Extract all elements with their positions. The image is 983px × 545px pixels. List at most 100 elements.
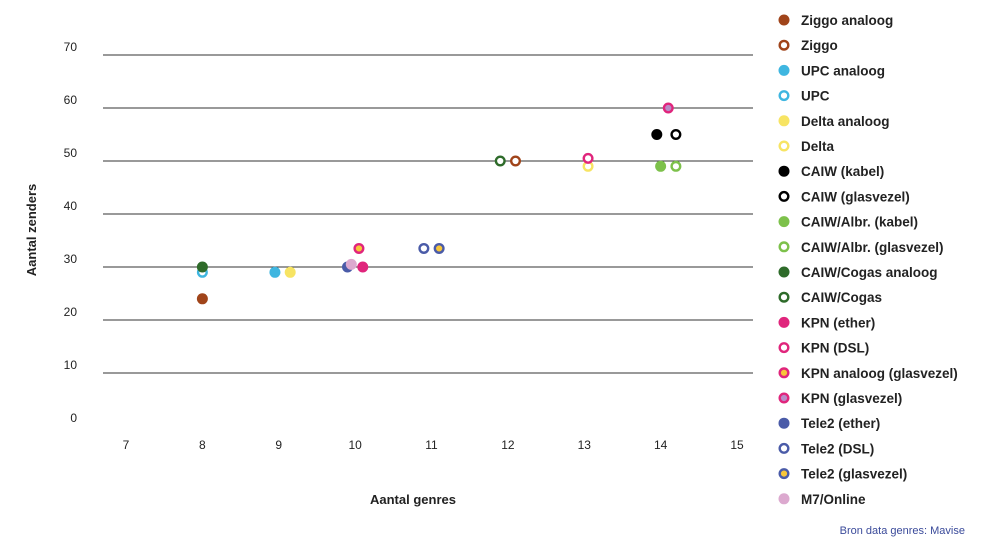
y-axis-ticks: 0 10 20 30 40 50 60 70 bbox=[64, 40, 78, 425]
legend-label: Tele2 (DSL) bbox=[801, 441, 874, 456]
legend-marker bbox=[779, 493, 790, 504]
legend-label: Delta analoog bbox=[801, 114, 890, 129]
legend-label: CAIW/Albr. (glasvezel) bbox=[801, 240, 944, 255]
legend-marker bbox=[779, 317, 790, 328]
source-note: Bron data genres: Mavise bbox=[840, 525, 965, 537]
x-tick-label: 15 bbox=[730, 438, 744, 452]
x-tick-label: 7 bbox=[123, 438, 130, 452]
legend-marker bbox=[780, 192, 789, 201]
data-point bbox=[511, 157, 520, 166]
legend-marker bbox=[780, 469, 789, 478]
legend-entry: Tele2 (DSL) bbox=[780, 441, 875, 456]
x-tick-label: 8 bbox=[199, 438, 206, 452]
legend-entry: CAIW (kabel) bbox=[779, 164, 885, 179]
data-point bbox=[346, 259, 357, 270]
legend-label: M7/Online bbox=[801, 492, 866, 507]
legend-entry: UPC bbox=[780, 89, 830, 104]
legend-label: Delta bbox=[801, 139, 835, 154]
legend-entry: KPN (glasvezel) bbox=[780, 391, 903, 406]
data-point bbox=[651, 129, 662, 140]
x-axis-title: Aantal genres bbox=[370, 492, 456, 507]
legend-marker bbox=[780, 394, 789, 403]
legend-entry: KPN (ether) bbox=[779, 315, 876, 330]
legend-marker bbox=[779, 216, 790, 227]
legend-marker bbox=[779, 65, 790, 76]
y-tick-label: 20 bbox=[64, 305, 78, 319]
legend-label: UPC analoog bbox=[801, 63, 885, 78]
legend-entry: CAIW/Cogas bbox=[780, 290, 882, 305]
legend-entry: CAIW/Albr. (glasvezel) bbox=[780, 240, 944, 255]
data-point bbox=[357, 262, 368, 273]
y-tick-label: 30 bbox=[64, 252, 78, 266]
legend-label: KPN (glasvezel) bbox=[801, 391, 902, 406]
y-tick-label: 60 bbox=[64, 93, 78, 107]
data-point bbox=[269, 267, 280, 278]
legend-marker bbox=[779, 267, 790, 278]
legend-marker bbox=[779, 418, 790, 429]
legend-marker bbox=[780, 444, 789, 453]
legend-label: KPN (ether) bbox=[801, 315, 875, 330]
data-point bbox=[420, 244, 429, 253]
x-tick-label: 13 bbox=[578, 438, 592, 452]
data-point bbox=[584, 154, 593, 163]
x-tick-label: 14 bbox=[654, 438, 668, 452]
legend-marker bbox=[779, 166, 790, 177]
x-axis-ticks: 7 8 9 10 11 12 13 14 15 bbox=[123, 438, 744, 452]
legend-marker bbox=[780, 369, 789, 378]
legend-marker bbox=[779, 15, 790, 26]
legend-label: CAIW/Albr. (kabel) bbox=[801, 215, 918, 230]
gridlines bbox=[103, 55, 753, 373]
legend-label: KPN analoog (glasvezel) bbox=[801, 366, 958, 381]
legend-entry: CAIW/Cogas analoog bbox=[779, 265, 938, 280]
legend-marker bbox=[780, 243, 789, 252]
y-axis-title: Aantal zenders bbox=[24, 184, 39, 276]
legend-entry: KPN analoog (glasvezel) bbox=[780, 366, 958, 381]
legend-entry: Tele2 (ether) bbox=[779, 416, 881, 431]
legend-label: CAIW/Cogas analoog bbox=[801, 265, 938, 280]
x-tick-label: 9 bbox=[275, 438, 282, 452]
legend-label: Tele2 (glasvezel) bbox=[801, 467, 907, 482]
legend-entry: CAIW (glasvezel) bbox=[780, 189, 910, 204]
data-point bbox=[672, 162, 681, 171]
legend-marker bbox=[780, 343, 789, 352]
x-tick-label: 10 bbox=[348, 438, 362, 452]
legend-entry: Delta bbox=[780, 139, 835, 154]
data-points bbox=[197, 104, 680, 305]
data-point bbox=[285, 267, 296, 278]
legend-entry: M7/Online bbox=[779, 492, 866, 507]
legend-entry: Ziggo bbox=[780, 38, 838, 53]
legend-entry: Ziggo analoog bbox=[779, 13, 894, 28]
legend-entry: UPC analoog bbox=[779, 63, 886, 78]
legend-marker bbox=[780, 91, 789, 100]
data-point bbox=[435, 244, 444, 253]
legend-label: UPC bbox=[801, 89, 830, 104]
legend-label: Ziggo analoog bbox=[801, 13, 893, 28]
legend-label: CAIW (kabel) bbox=[801, 164, 884, 179]
legend-label: KPN (DSL) bbox=[801, 341, 869, 356]
data-point bbox=[655, 161, 666, 172]
data-point bbox=[197, 293, 208, 304]
legend-label: CAIW/Cogas bbox=[801, 290, 882, 305]
data-point bbox=[197, 262, 208, 273]
y-tick-label: 0 bbox=[70, 411, 77, 425]
x-tick-label: 11 bbox=[425, 438, 438, 452]
y-tick-label: 10 bbox=[64, 358, 78, 372]
data-point bbox=[672, 130, 681, 139]
legend-entry: CAIW/Albr. (kabel) bbox=[779, 215, 919, 230]
legend-label: Ziggo bbox=[801, 38, 838, 53]
legend-entry: Tele2 (glasvezel) bbox=[780, 467, 908, 482]
y-tick-label: 50 bbox=[64, 146, 78, 160]
y-tick-label: 70 bbox=[64, 40, 78, 54]
data-point bbox=[664, 104, 673, 113]
data-point bbox=[496, 157, 505, 166]
legend-entry: Delta analoog bbox=[779, 114, 890, 129]
legend: Ziggo analoog Ziggo UPC analoog UPC Delta an… bbox=[779, 13, 958, 507]
legend-label: CAIW (glasvezel) bbox=[801, 189, 910, 204]
legend-entry: KPN (DSL) bbox=[780, 341, 870, 356]
legend-marker bbox=[780, 142, 789, 151]
y-tick-label: 40 bbox=[64, 199, 78, 213]
legend-label: Tele2 (ether) bbox=[801, 416, 880, 431]
legend-marker bbox=[779, 115, 790, 126]
legend-marker bbox=[780, 293, 789, 302]
